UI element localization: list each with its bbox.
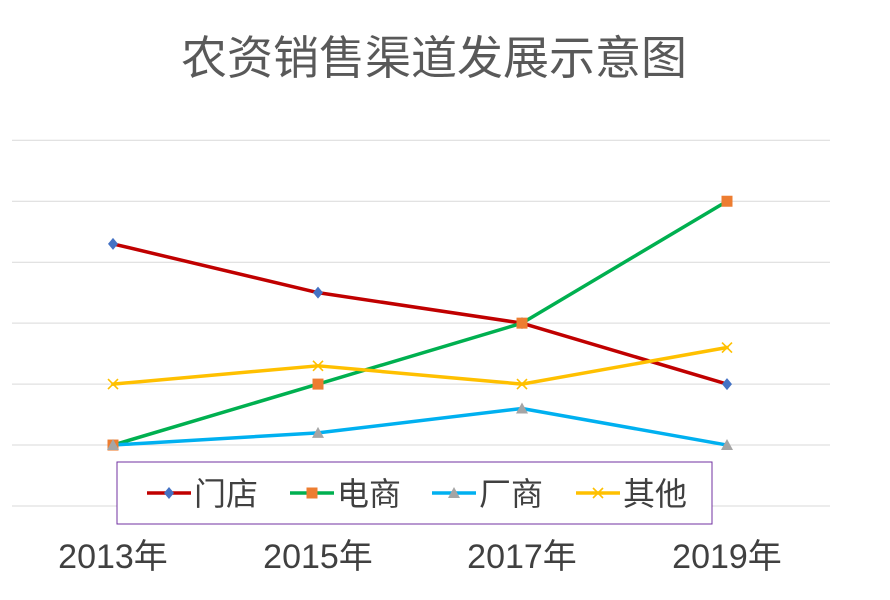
legend-label: 其他 <box>623 475 687 513</box>
data-point-marker <box>516 402 528 414</box>
data-point-marker <box>516 317 528 329</box>
legend-label: 电商 <box>337 475 401 513</box>
chart-title: 农资销售渠道发展示意图 <box>181 31 687 85</box>
data-point-marker <box>721 341 733 354</box>
data-point-marker <box>721 439 733 451</box>
x-tick-label: 2015年 <box>263 538 373 576</box>
data-point-marker <box>721 195 733 207</box>
x-tick-label: 2017年 <box>467 538 577 576</box>
data-point-marker <box>107 378 119 390</box>
data-point-marker <box>107 439 119 451</box>
series-markers <box>107 195 733 451</box>
data-point-marker <box>312 378 324 390</box>
x-tick-label: 2013年 <box>58 538 168 576</box>
series-lines <box>111 199 729 447</box>
x-axis-ticks: 2013年 2015年 2017年 2019年 <box>58 538 782 576</box>
data-point-marker <box>108 237 118 250</box>
legend-swatch-marker <box>164 487 174 499</box>
series-line <box>111 199 729 447</box>
legend-label: 门店 <box>194 475 258 513</box>
legend-label: 厂商 <box>479 475 543 513</box>
data-point-marker <box>312 426 324 438</box>
data-point-marker <box>312 360 324 372</box>
data-point-marker <box>722 378 732 391</box>
legend: 门店 电商 厂商 其他 <box>116 461 713 525</box>
legend-swatch-marker <box>306 487 318 499</box>
series-line <box>111 242 729 386</box>
data-point-marker <box>516 378 528 390</box>
series-line <box>111 345 729 386</box>
legend-swatch-marker <box>448 487 460 498</box>
data-point-marker <box>313 286 323 299</box>
x-tick-label: 2019年 <box>672 538 782 576</box>
series-line <box>111 406 729 447</box>
legend-swatch-marker <box>592 487 604 499</box>
gridlines <box>12 139 830 507</box>
